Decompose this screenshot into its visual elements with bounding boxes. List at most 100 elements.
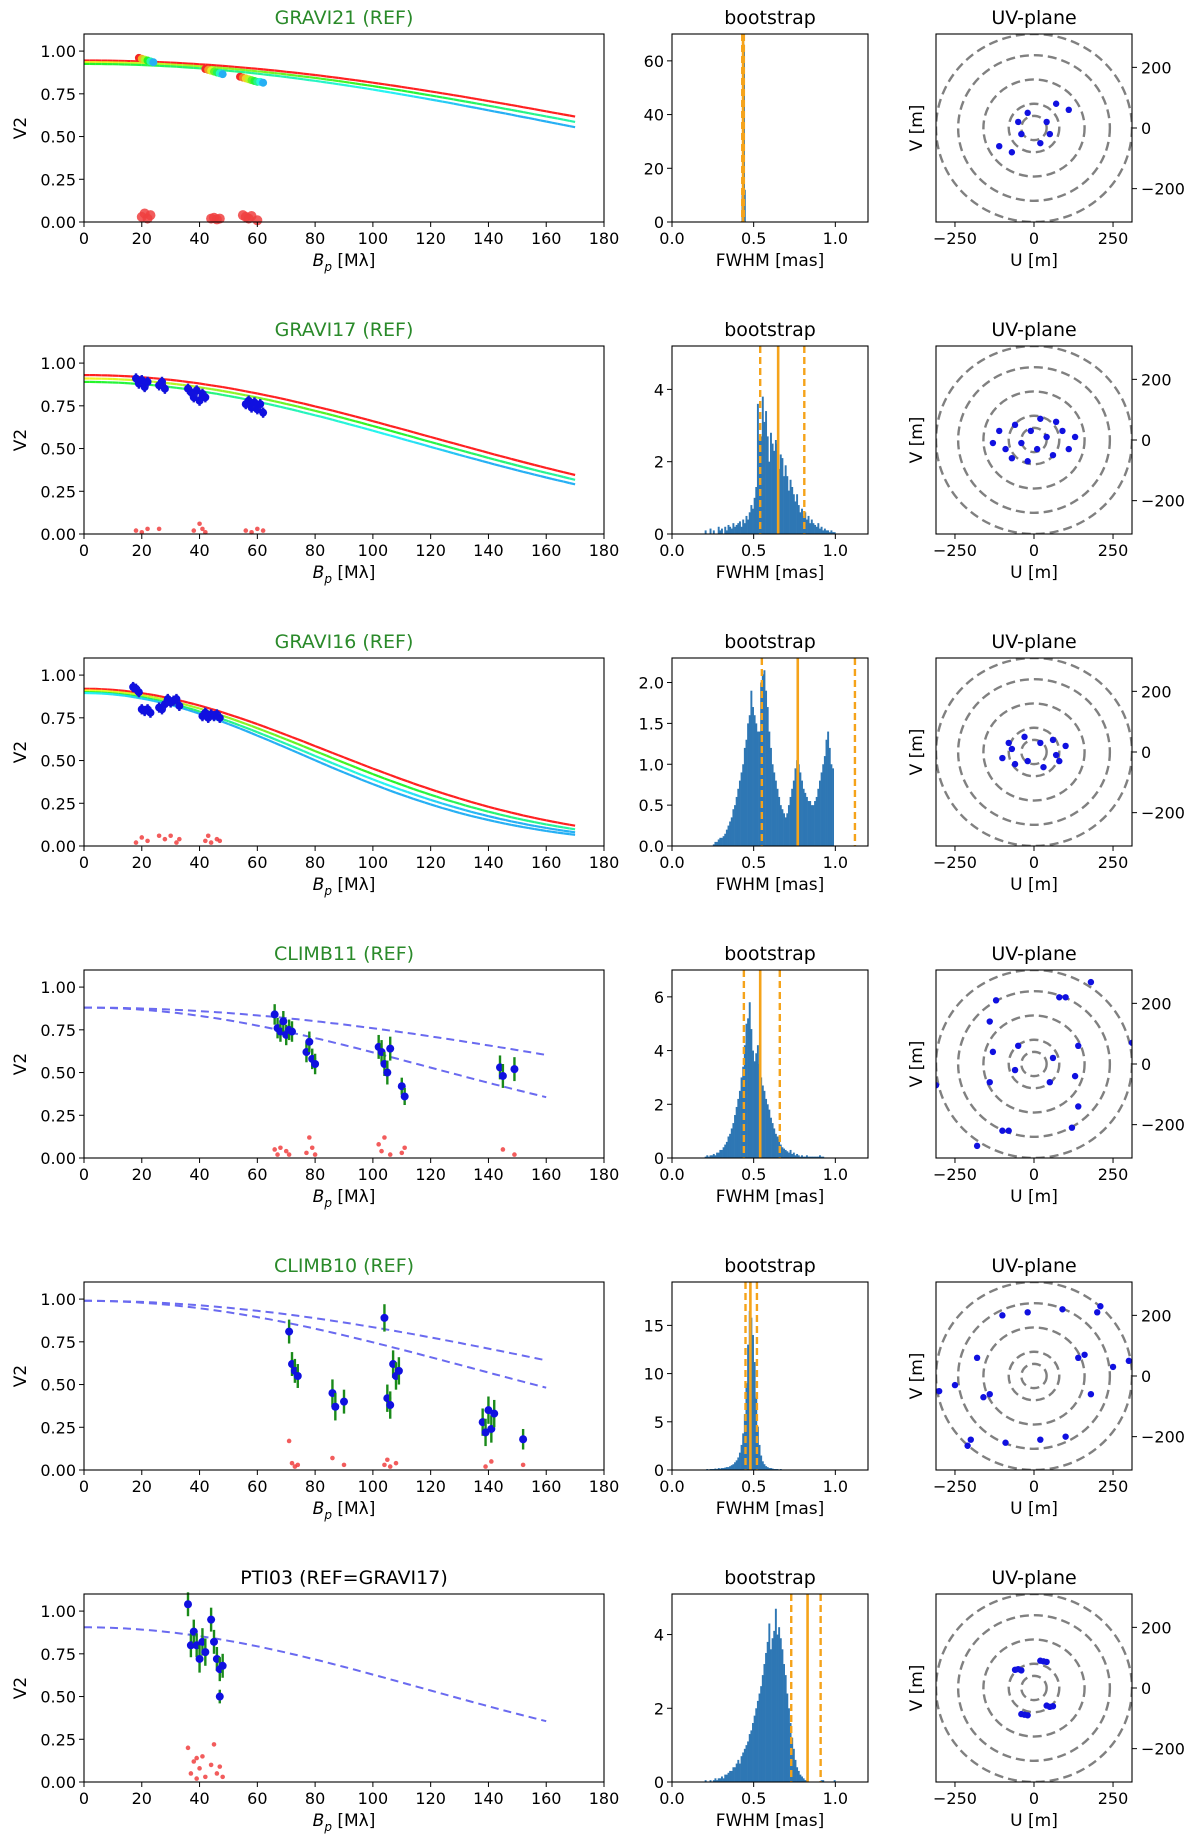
model-curve (216, 392, 223, 396)
uv-panel: UV-plane −250 0 250 200 0 −200 U [m] V [m] (907, 943, 1185, 1207)
residual-point (188, 1771, 194, 1776)
x-tick-label: 0 (1029, 1477, 1039, 1496)
uv-point (1052, 418, 1060, 426)
model-curve (343, 83, 350, 87)
hist-bar (748, 1002, 751, 1158)
model-curve (84, 1006, 547, 1099)
model-curve (459, 807, 466, 812)
model-curve (211, 63, 217, 67)
uv-title: UV-plane (991, 1567, 1076, 1589)
uv-point (1075, 1103, 1082, 1110)
model-curve (395, 92, 402, 96)
model-curve (493, 807, 501, 811)
model-curve (251, 395, 258, 399)
uv-point (1014, 1042, 1022, 1050)
model-curve (268, 731, 276, 736)
model-curve (511, 457, 518, 462)
hist-bar (774, 440, 777, 534)
model-curve (401, 432, 408, 437)
model-curve (337, 420, 345, 424)
model-curve (499, 817, 507, 822)
model-curve (228, 394, 235, 399)
model-curve (390, 84, 397, 88)
uv-circle (982, 1326, 1086, 1426)
hist-bar (770, 747, 772, 846)
y-tick-label: 0.25 (40, 1418, 76, 1437)
hist-bar (717, 1778, 720, 1782)
hist-bar (776, 1136, 779, 1158)
hist-bar (801, 780, 803, 846)
x-tick-label: 40 (189, 1165, 209, 1184)
model-curve (84, 1006, 547, 1056)
residual-point (200, 1754, 205, 1759)
y-tick-label: 0.50 (40, 752, 76, 771)
hist-bar (804, 1156, 807, 1158)
uv-point (973, 1142, 981, 1150)
model-curve (262, 729, 270, 734)
model-curve (337, 759, 345, 764)
uv-point (1056, 757, 1063, 765)
model-curve (135, 696, 142, 700)
x-tick-label: 0 (79, 1789, 89, 1808)
residual-point (304, 1150, 309, 1156)
uv-point (1056, 994, 1063, 1001)
model-curve (366, 780, 374, 786)
model-curve (395, 431, 403, 435)
hist-bar (802, 788, 805, 846)
model-curve (256, 731, 264, 736)
model-curve (465, 450, 472, 455)
hist-bar (737, 1457, 740, 1470)
x-tick-label: 250 (1098, 853, 1129, 872)
hist-bar (799, 1156, 802, 1158)
model-curve (257, 72, 264, 76)
x-tick-label: 80 (305, 1789, 325, 1808)
model-curve (332, 82, 339, 86)
model-curve (389, 434, 397, 439)
uv-point (1087, 978, 1095, 986)
hist-bar (719, 1149, 722, 1158)
hist-bar (742, 519, 745, 534)
hist-bar (716, 841, 719, 846)
residual-point (399, 1150, 405, 1156)
hist-bar (833, 532, 836, 534)
hist-bar (727, 825, 730, 846)
model-curve (430, 94, 437, 98)
model-curve (493, 458, 501, 463)
model-curve (297, 77, 304, 81)
model-curve (285, 746, 293, 752)
model-curve (505, 819, 512, 823)
x-tick-label: 0.5 (741, 1477, 766, 1496)
x-tick-label: 0 (1029, 541, 1039, 560)
model-curve (418, 795, 426, 800)
uv-inner (936, 658, 1132, 846)
model-curve (470, 457, 478, 461)
model-curve (557, 821, 564, 825)
model-curve (493, 105, 501, 109)
model-curve (210, 391, 218, 395)
hist-bar (753, 1362, 756, 1470)
model-curve (459, 103, 466, 107)
y-tick-label: 0 (1141, 119, 1151, 138)
hist-bar (704, 1156, 707, 1158)
uv-circle (1007, 414, 1061, 466)
model-curve (170, 378, 177, 382)
y-tick-label: 200 (1141, 994, 1172, 1013)
hist-bar (802, 1778, 805, 1782)
hist-bar (833, 1780, 836, 1782)
hist-bar (814, 524, 817, 534)
model-curve (441, 449, 449, 453)
hist-bar (714, 1155, 717, 1158)
x-tick-label: 160 (531, 1789, 562, 1808)
hist-bar (825, 739, 828, 846)
uv-point (1059, 1306, 1066, 1313)
hist-bar (735, 1763, 738, 1782)
residual-point (243, 528, 249, 533)
data-point (192, 386, 201, 395)
model-curve (424, 791, 432, 796)
model-curve (470, 800, 478, 805)
uv-ylabel: V [m] (907, 729, 927, 776)
model-curve (517, 824, 524, 829)
model-curve (360, 778, 368, 783)
x-tick-label: 0 (1029, 853, 1039, 872)
model-curve (308, 742, 316, 748)
